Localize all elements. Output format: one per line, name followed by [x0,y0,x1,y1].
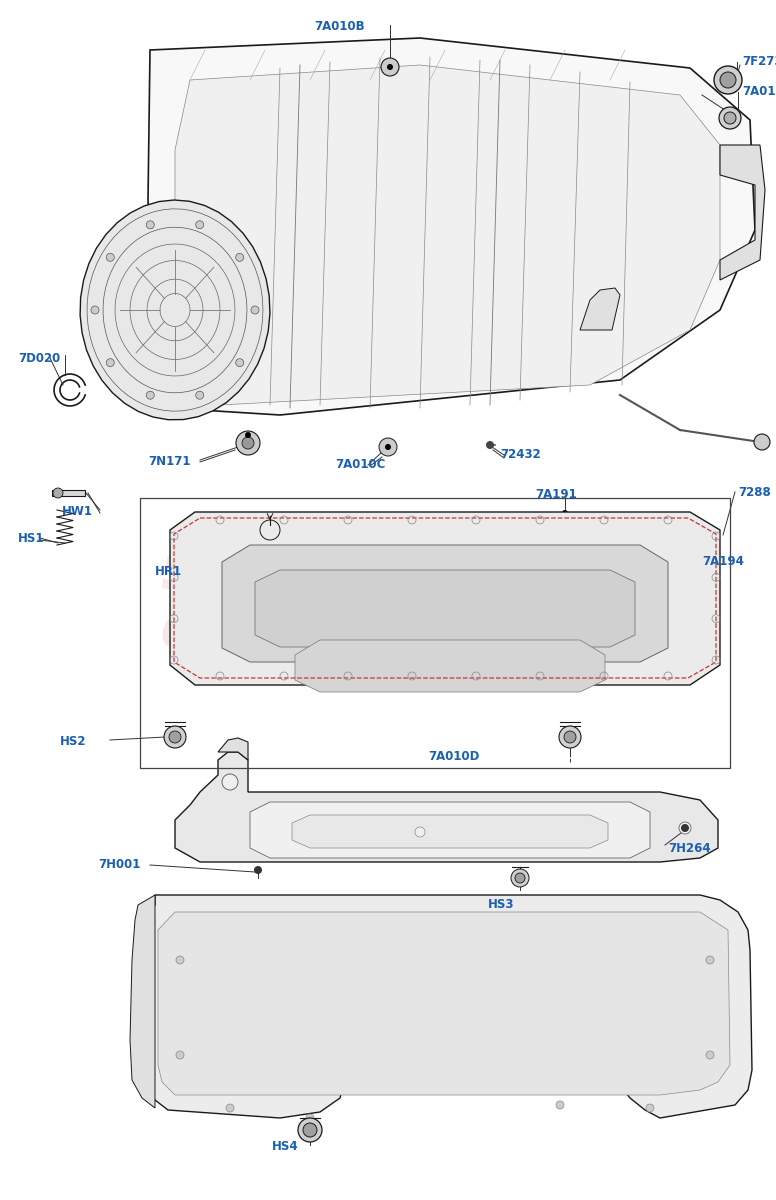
Circle shape [106,253,114,262]
Polygon shape [52,490,85,496]
Circle shape [265,526,275,535]
Polygon shape [175,752,718,862]
Text: 7H001: 7H001 [98,858,140,871]
Text: 7A010D: 7A010D [428,750,480,763]
Circle shape [242,437,254,449]
Polygon shape [170,512,720,685]
Text: HR1: HR1 [155,565,182,578]
Circle shape [754,434,770,450]
Circle shape [251,306,259,314]
Circle shape [226,1104,234,1112]
Circle shape [53,488,63,498]
Text: ⚑: ⚑ [600,527,700,634]
Text: carmart: carmart [160,599,444,661]
Text: 7N171: 7N171 [148,455,190,468]
Circle shape [646,1104,654,1112]
Circle shape [706,1051,714,1058]
Text: HS4: HS4 [272,1140,299,1153]
Polygon shape [250,802,650,858]
Circle shape [169,731,181,743]
Circle shape [147,221,154,229]
Polygon shape [218,738,248,760]
Bar [140,498,730,768]
Circle shape [303,1123,317,1138]
Circle shape [381,58,399,76]
Circle shape [515,874,525,883]
Text: 72432: 72432 [500,448,541,461]
Text: HS3: HS3 [488,898,514,911]
Text: 7F273: 7F273 [742,55,776,68]
Polygon shape [720,145,765,280]
Text: HW1: HW1 [62,505,93,518]
Circle shape [556,1102,564,1109]
Circle shape [196,221,204,229]
Polygon shape [148,38,755,415]
Circle shape [681,824,689,832]
Circle shape [385,62,395,72]
Circle shape [236,253,244,262]
Circle shape [236,431,260,455]
Circle shape [236,359,244,367]
Polygon shape [158,912,730,1094]
Circle shape [486,440,494,449]
Polygon shape [292,815,608,848]
Circle shape [559,726,581,748]
Circle shape [387,64,393,70]
Circle shape [415,827,425,838]
Text: 7288: 7288 [738,486,771,499]
Polygon shape [175,65,720,404]
Circle shape [222,774,238,790]
Text: 7D020: 7D020 [18,352,61,365]
Circle shape [562,510,568,516]
Circle shape [706,956,714,964]
Circle shape [385,444,391,450]
Circle shape [106,359,114,367]
Polygon shape [580,288,620,330]
Text: 7A010A: 7A010A [742,85,776,98]
Circle shape [379,438,397,456]
Text: 7A191: 7A191 [535,488,577,502]
Text: HS2: HS2 [60,734,86,748]
Circle shape [91,306,99,314]
Circle shape [724,112,736,124]
Circle shape [196,391,204,400]
Polygon shape [130,895,155,1108]
Text: 7A194: 7A194 [702,554,744,568]
Circle shape [720,72,736,88]
Circle shape [147,391,154,400]
Text: 7A010C: 7A010C [335,458,386,470]
Circle shape [714,66,742,94]
Circle shape [245,432,251,438]
Circle shape [298,1118,322,1142]
Polygon shape [295,640,605,692]
Circle shape [164,726,186,748]
Circle shape [176,956,184,964]
Circle shape [719,107,741,128]
Text: 7H264: 7H264 [668,842,711,854]
Polygon shape [222,545,668,662]
Text: scuderia: scuderia [160,535,508,605]
Text: 7A010B: 7A010B [315,20,365,32]
Circle shape [564,731,576,743]
Circle shape [511,869,529,887]
Polygon shape [138,895,752,1118]
Circle shape [176,1051,184,1058]
Polygon shape [255,570,635,647]
Text: HS1: HS1 [18,532,44,545]
Circle shape [306,1114,314,1122]
Circle shape [679,822,691,834]
Circle shape [254,866,262,874]
Polygon shape [80,200,270,420]
